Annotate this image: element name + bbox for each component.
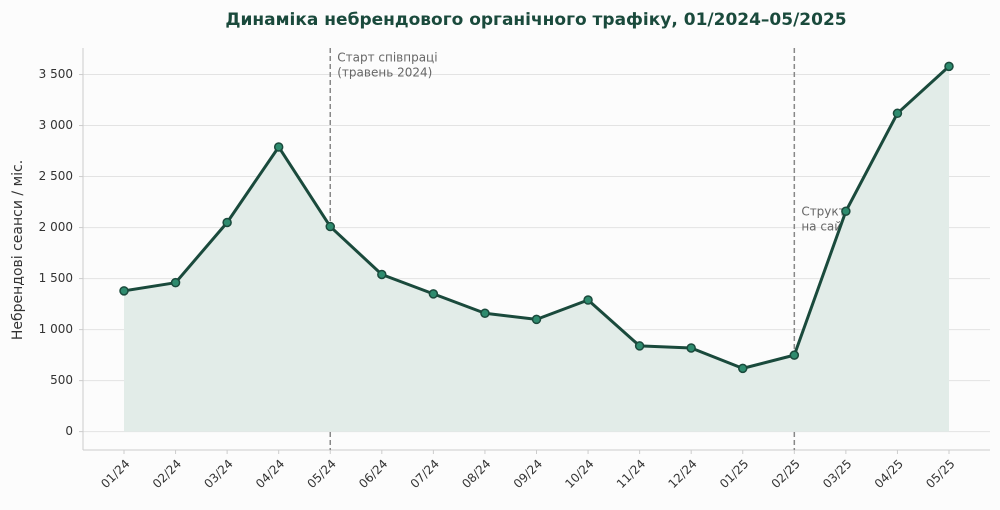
point xyxy=(738,363,748,374)
x-tick-label: 07/24 xyxy=(408,457,442,491)
x-tick-label: 11/24 xyxy=(614,457,648,491)
y-tick-label: 1 500 xyxy=(39,271,73,285)
point xyxy=(119,286,129,296)
y-axis-label: Небрендові сеанси / міс. xyxy=(10,160,26,340)
point xyxy=(841,206,851,216)
x-tick-label: 03/24 xyxy=(201,457,235,491)
x-tick-label: 06/24 xyxy=(356,457,390,491)
point xyxy=(325,221,335,232)
x-tick-label: 05/25 xyxy=(923,457,957,491)
point xyxy=(170,277,181,288)
point xyxy=(892,108,903,119)
chart-title: Динаміка небрендового органічного трафік… xyxy=(225,10,846,30)
area xyxy=(124,66,949,432)
x-tick-label: 09/24 xyxy=(511,457,545,491)
x-tick-label: 02/25 xyxy=(769,457,803,491)
x-tick-label: 04/25 xyxy=(872,457,906,491)
x-tick-label: 01/24 xyxy=(98,457,132,491)
x-tick-label: 03/25 xyxy=(820,457,854,491)
point xyxy=(789,350,800,360)
y-tick-label: 3 000 xyxy=(39,118,73,132)
x-tick-label: 02/24 xyxy=(150,457,184,491)
point xyxy=(480,308,490,319)
point xyxy=(273,142,284,152)
point xyxy=(531,314,542,325)
x-tick-label: 05/24 xyxy=(304,457,338,491)
annotation-text: Старт співпраці xyxy=(337,51,437,65)
point xyxy=(944,61,954,72)
point xyxy=(222,217,232,228)
y-tick-label: 1 000 xyxy=(39,322,73,336)
point xyxy=(686,343,696,353)
y-tick-label: 2 500 xyxy=(39,169,73,183)
x-tick-label: 01/25 xyxy=(717,457,751,491)
x-tick-label: 04/24 xyxy=(253,457,287,491)
point xyxy=(428,289,439,299)
y-tick-label: 500 xyxy=(50,373,73,387)
y-tick-label: 0 xyxy=(65,424,73,438)
x-tick-label: 12/24 xyxy=(665,457,699,491)
y-tick-label: 2 000 xyxy=(39,220,73,234)
point xyxy=(634,341,645,351)
point xyxy=(377,269,387,280)
x-tick-label: 08/24 xyxy=(459,457,493,491)
y-tick-label: 3 500 xyxy=(39,67,73,81)
x-tick-label: 10/24 xyxy=(562,457,596,491)
annotation-text: (травень 2024) xyxy=(337,66,432,80)
point xyxy=(583,295,593,305)
